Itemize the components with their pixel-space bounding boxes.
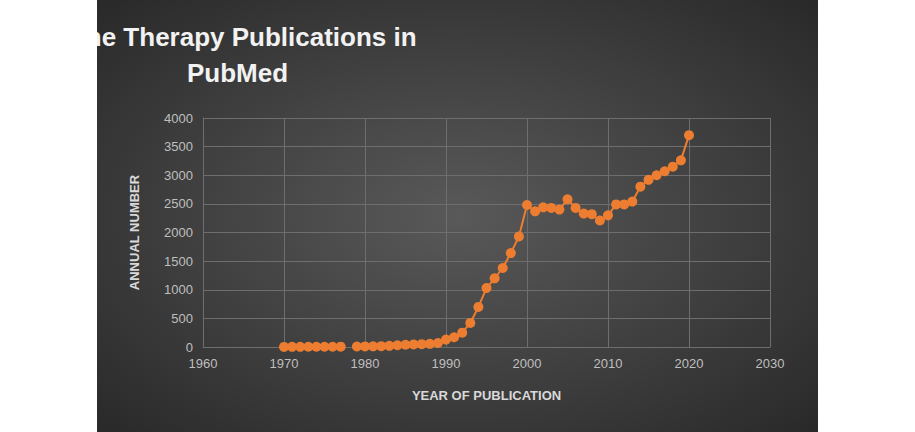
svg-text:1960: 1960 [189, 356, 218, 371]
svg-text:3500: 3500 [164, 139, 193, 154]
svg-text:2500: 2500 [164, 196, 193, 211]
svg-text:1970: 1970 [270, 356, 299, 371]
svg-text:2020: 2020 [675, 356, 704, 371]
svg-text:2000: 2000 [164, 225, 193, 240]
svg-text:3000: 3000 [164, 168, 193, 183]
svg-text:YEAR OF PUBLICATION: YEAR OF PUBLICATION [412, 388, 561, 403]
svg-text:Gene Therapy Publications in: Gene Therapy Publications in [97, 22, 424, 52]
svg-text:1500: 1500 [164, 254, 193, 269]
svg-text:2000: 2000 [513, 356, 542, 371]
svg-text:4000: 4000 [164, 111, 193, 126]
svg-text:500: 500 [171, 311, 193, 326]
svg-text:2030: 2030 [756, 356, 785, 371]
svg-text:ANNUAL NUMBER: ANNUAL NUMBER [127, 174, 142, 290]
svg-text:1990: 1990 [432, 356, 461, 371]
svg-text:0: 0 [186, 340, 193, 355]
svg-text:2010: 2010 [594, 356, 623, 371]
svg-text:1000: 1000 [164, 282, 193, 297]
svg-text:1980: 1980 [351, 356, 380, 371]
svg-text:PubMed: PubMed [187, 58, 288, 88]
